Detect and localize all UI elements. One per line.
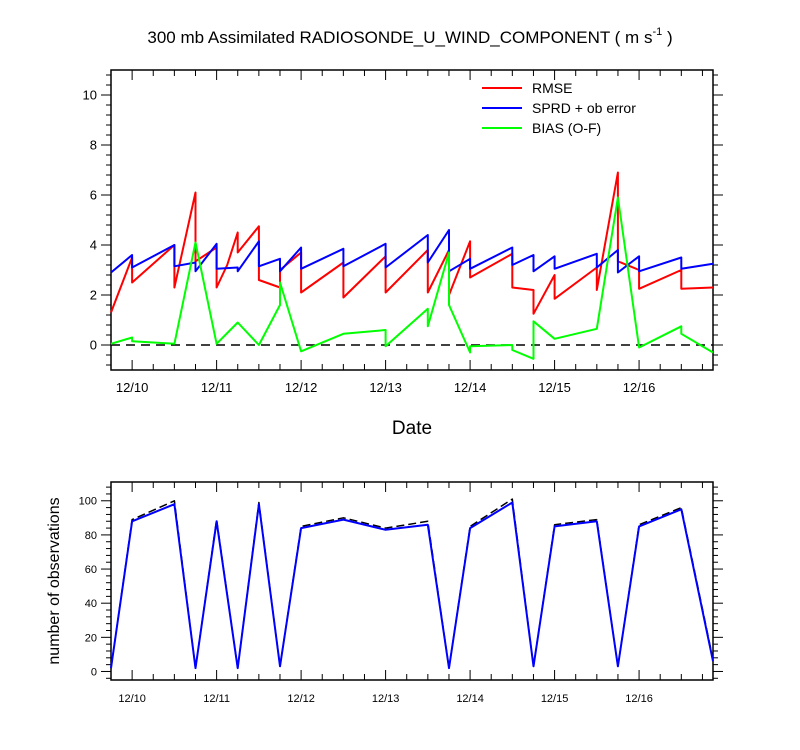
x-tick-label: 12/12 (287, 693, 315, 705)
y-tick-label: 100 (79, 496, 97, 508)
x-tick-label: 12/11 (201, 380, 233, 395)
x-tick-label: 12/16 (625, 693, 653, 705)
series-line-bias-o-f (110, 196, 714, 360)
plot-frame (110, 481, 714, 681)
y-tick-label: 4 (90, 238, 97, 253)
x-tick-label: 12/10 (118, 693, 146, 705)
x-tick-label: 12/15 (541, 693, 569, 705)
series-line-rmse (110, 171, 714, 315)
y-tick-label: 0 (90, 338, 97, 353)
y-tick-label: 0 (91, 666, 97, 678)
x-tick-label: 12/13 (369, 380, 402, 395)
y-tick-label: 40 (85, 598, 97, 610)
x-tick-label: 12/14 (456, 693, 484, 705)
x-tick-label: 12/16 (623, 380, 656, 395)
y-tick-label: 2 (90, 288, 97, 303)
x-tick-label: 12/10 (116, 380, 149, 395)
x-tick-label: 12/13 (372, 693, 400, 705)
chart-title-unit-exponent: -1 (652, 26, 662, 38)
y-tick-label: 6 (90, 188, 97, 203)
x-tick-label: 12/14 (454, 380, 487, 395)
legend-label: BIAS (O-F) (532, 120, 601, 136)
y-tick-label: 80 (85, 530, 97, 542)
y-tick-label: 60 (85, 564, 97, 576)
y-tick-label: 10 (83, 88, 97, 103)
x-axis-label: Date (392, 418, 432, 439)
series-line-sprd-ob-error (110, 229, 714, 274)
series-line-1 (110, 501, 714, 670)
legend-label: SPRD + ob error (532, 100, 636, 116)
chart-title-main: 300 mb Assimilated RADIOSONDE_U_WIND_COM… (147, 28, 652, 47)
error-statistics-panel: 12/10 12/11 12/12 12/13 12/14 12/15 12/16 0 2 4 6 8… (83, 69, 723, 439)
x-tick-label: 12/15 (538, 380, 571, 395)
y-axis-label: number of observations (46, 497, 63, 664)
y-tick-label: 8 (90, 138, 97, 153)
observation-count-panel: 12/10 12/11 12/12 12/13 12/14 12/15 12/16 0 20 40… (46, 481, 723, 705)
legend-label: RMSE (532, 80, 572, 96)
plot-frame (110, 69, 714, 371)
chart-title-close: ) (662, 28, 672, 47)
series-line-0 (110, 498, 714, 669)
y-tick-label: 20 (85, 632, 97, 644)
chart-title: 300 mb Assimilated RADIOSONDE_U_WIND_COM… (147, 26, 672, 47)
x-tick-label: 12/11 (203, 693, 230, 705)
x-tick-label: 12/12 (285, 380, 318, 395)
